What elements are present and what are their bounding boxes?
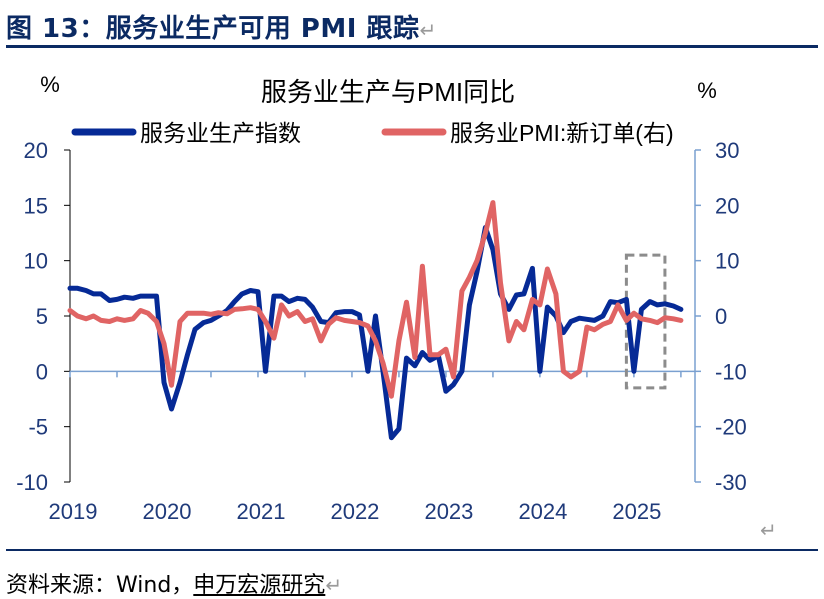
y-left-tick-label: -5 xyxy=(28,415,48,440)
footer-rule xyxy=(6,549,818,551)
y-left-tick-label: 20 xyxy=(24,138,48,163)
y-right-tick-label: -20 xyxy=(715,415,747,440)
figure-title: 图 13：服务业生产可用 PMI 跟踪↵ xyxy=(6,14,437,44)
series-line-2 xyxy=(67,200,684,399)
legend-label-series2: 服务业PMI:新订单(右) xyxy=(450,120,674,146)
series-line-1 xyxy=(67,225,684,441)
title-rule xyxy=(6,45,818,48)
legend-label-series1: 服务业生产指数 xyxy=(140,120,301,146)
y-right-tick-label: 0 xyxy=(715,304,727,329)
x-tick-label: 2022 xyxy=(330,499,379,524)
source-note: 资料来源：Wind，申万宏源研究↵ xyxy=(6,573,343,598)
y-left-tick-label: 15 xyxy=(24,193,48,218)
y-left-tick-label: 5 xyxy=(36,304,48,329)
x-tick-label: 2023 xyxy=(424,499,473,524)
y-right-tick-label: 20 xyxy=(715,193,739,218)
source-return-icon: ↵ xyxy=(325,573,343,597)
y-right-tick-label: 30 xyxy=(715,138,739,163)
legend: 服务业生产指数 服务业PMI:新订单(右) xyxy=(71,120,674,146)
corner-return-icon: ↵ xyxy=(760,518,777,542)
chart: 服务业生产与PMI同比 % % 服务业生产指数 服务业PMI:新订单(右) 20… xyxy=(16,72,747,524)
x-tick-label: 2025 xyxy=(612,499,661,524)
y-left-tick-label: 10 xyxy=(24,249,48,274)
chart-title: 服务业生产与PMI同比 xyxy=(261,77,515,107)
source-brand: 申万宏源研究 xyxy=(193,573,326,598)
y-right-unit: % xyxy=(697,78,717,103)
y-right-tick-label: 10 xyxy=(715,249,739,274)
y-left-tick-label: 0 xyxy=(36,359,48,384)
y-right-tick-label: -10 xyxy=(715,359,747,384)
x-tick-label: 2020 xyxy=(143,499,192,524)
x-tick-label: 2019 xyxy=(49,499,98,524)
y-left-unit: % xyxy=(40,72,60,97)
x-tick-label: 2021 xyxy=(236,499,285,524)
y-left-tick-label: -10 xyxy=(16,470,48,495)
return-mark-icon: ↵ xyxy=(419,18,437,42)
y-right-tick-label: -30 xyxy=(715,470,747,495)
x-tick-label: 2024 xyxy=(518,499,567,524)
